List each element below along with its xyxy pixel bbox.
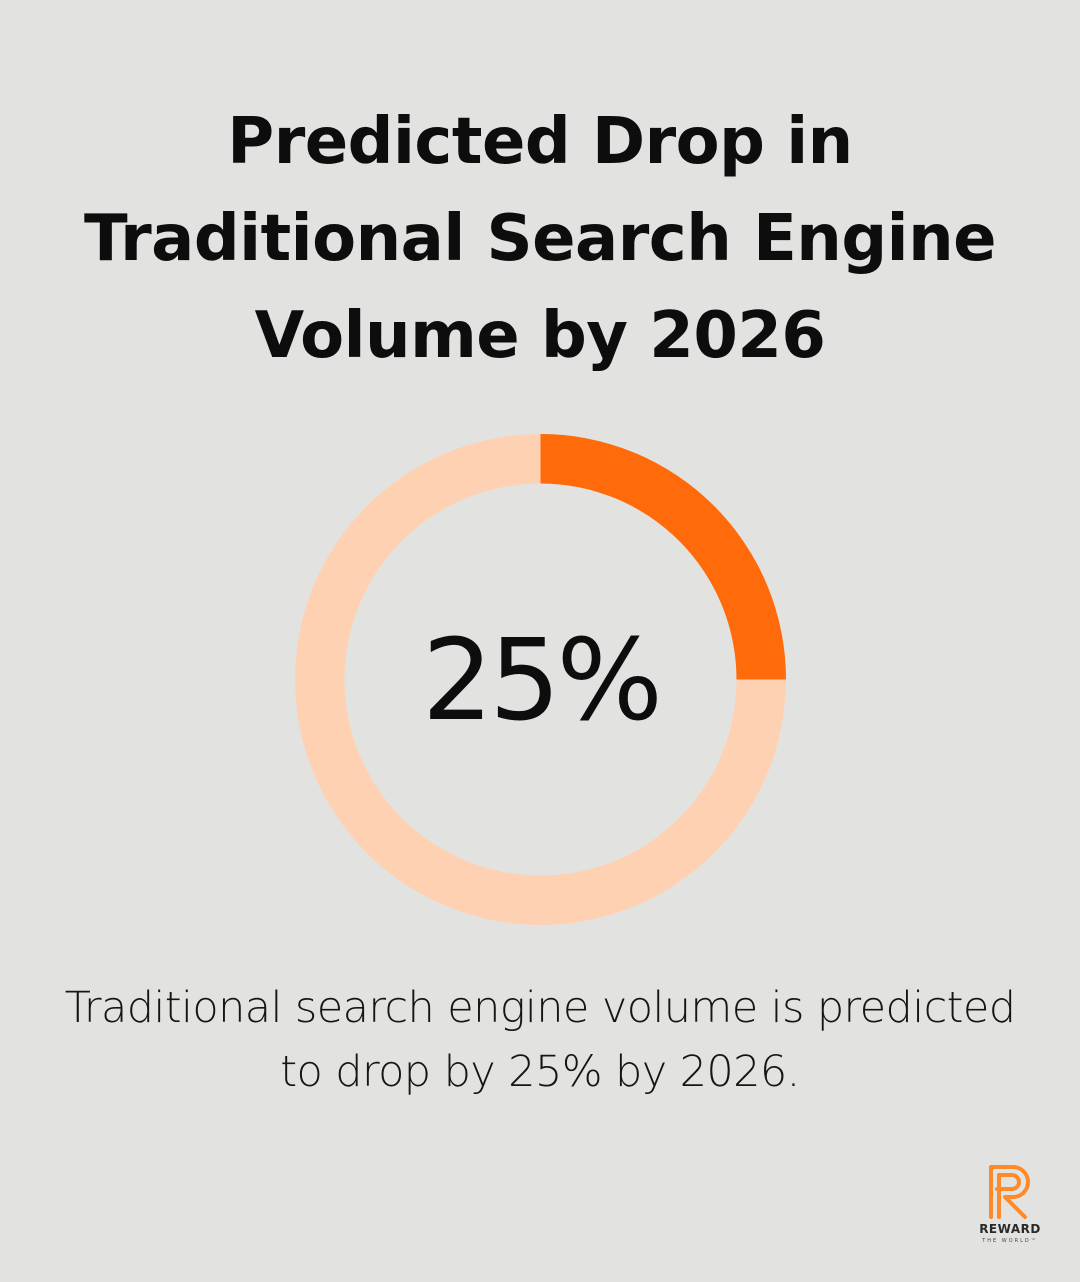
title-line-2: Traditional Search Engine xyxy=(83,202,997,276)
donut-slice-predicted-drop xyxy=(540,434,786,680)
donut-center-value: 25% xyxy=(422,615,663,746)
chart-title: Predicted Drop in Traditional Search Eng… xyxy=(40,94,1040,385)
r-letter-logo-icon xyxy=(989,1165,1030,1219)
caption-line-1: Traditional search engine volume is pred… xyxy=(64,983,1016,1033)
title-line-3: Volume by 2026 xyxy=(254,299,826,373)
donut-chart: 25% xyxy=(295,434,786,925)
logo-tagline: THE WORLD™ xyxy=(982,1238,1038,1244)
reward-logo: REWARD THE WORLD™ xyxy=(970,1163,1050,1253)
chart-caption: Traditional search engine volume is pred… xyxy=(30,976,1050,1104)
logo-wordmark: REWARD xyxy=(979,1222,1041,1236)
caption-line-2: to drop by 25% by 2026. xyxy=(280,1047,800,1097)
donut-chart-svg xyxy=(295,434,786,925)
title-line-1: Predicted Drop in xyxy=(227,105,853,179)
